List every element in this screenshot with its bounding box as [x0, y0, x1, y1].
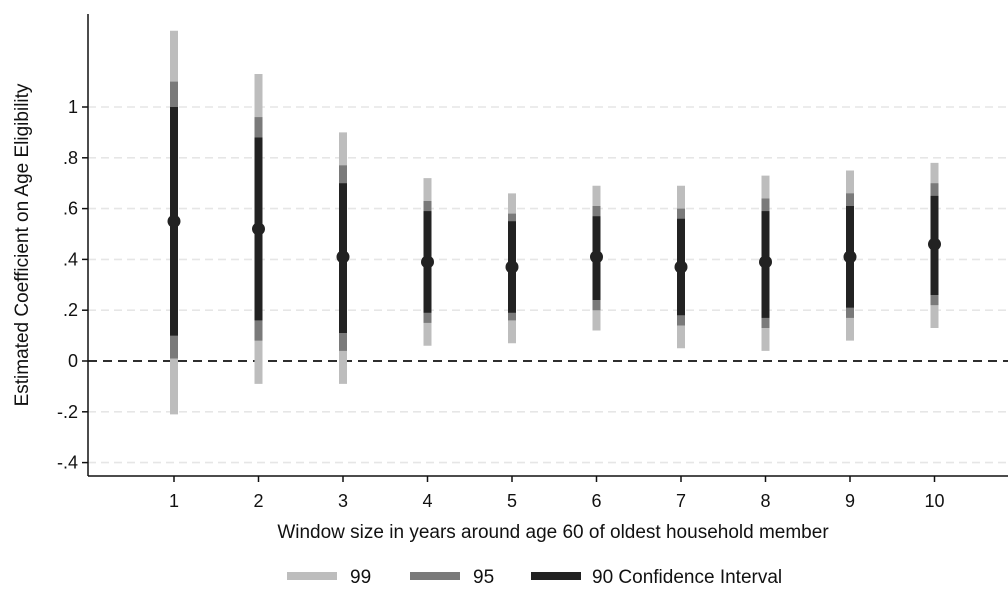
- axes: [82, 14, 1008, 482]
- estimate-point: [759, 255, 772, 269]
- legend-label-ci95: 95: [473, 567, 494, 588]
- estimate-point: [336, 250, 350, 264]
- legend: 99 95 90 Confidence Interval: [287, 567, 782, 588]
- estimate-point: [843, 250, 857, 264]
- estimate-point: [928, 237, 941, 251]
- x-tick-labels: 1 2 3 4 5 6 7 8 9 10: [169, 491, 945, 511]
- y-tick-label: -.4: [57, 453, 78, 473]
- x-tick-label: 4: [422, 491, 432, 511]
- x-tick-label: 1: [169, 491, 179, 511]
- x-tick-label: 8: [760, 491, 770, 511]
- x-tick-label: 7: [676, 491, 686, 511]
- x-tick-label: 5: [507, 491, 517, 511]
- y-axis-title: Estimated Coefficient on Age Eligibility: [12, 83, 33, 406]
- x-tick-label: 3: [338, 491, 348, 511]
- point-estimates: [167, 214, 941, 274]
- gridlines: [88, 106, 1008, 464]
- estimate-point: [421, 255, 434, 269]
- estimate-point: [590, 250, 603, 264]
- y-tick-label: .2: [63, 300, 78, 320]
- x-tick-label: 10: [924, 491, 944, 511]
- x-tick-label: 9: [845, 491, 855, 511]
- legend-label-ci90: 90 Confidence Interval: [592, 567, 782, 588]
- estimate-point: [167, 214, 181, 228]
- y-tick-label: -.2: [57, 402, 78, 422]
- y-tick-label: 1: [68, 97, 78, 117]
- y-tick-label: 0: [68, 351, 78, 371]
- estimate-point: [505, 260, 519, 274]
- y-tick-label: .6: [63, 199, 78, 219]
- x-tick-label: 6: [591, 491, 601, 511]
- estimate-point: [674, 260, 688, 274]
- y-tick-label: .4: [63, 249, 78, 269]
- x-axis-title: Window size in years around age 60 of ol…: [277, 522, 829, 543]
- legend-label-ci99: 99: [350, 567, 371, 588]
- y-tick-labels: -.4 -.2 0 .2 .4 .6 .8 1: [57, 97, 78, 473]
- y-tick-label: .8: [63, 148, 78, 168]
- x-tick-label: 2: [253, 491, 263, 511]
- confidence-intervals: [170, 30, 939, 415]
- estimate-point: [252, 222, 265, 236]
